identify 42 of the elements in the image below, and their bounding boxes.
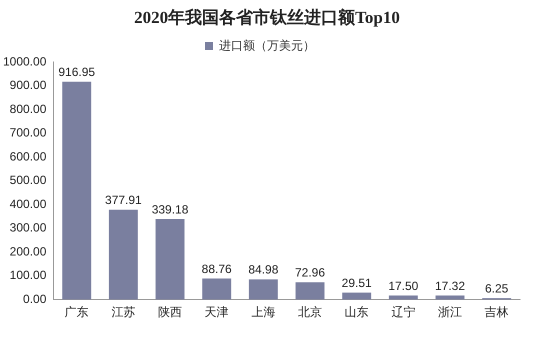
bar: [388, 295, 418, 300]
y-tick-label: 1000.00: [2, 54, 47, 68]
data-label: 17.32: [434, 278, 466, 293]
x-tick-label: 江苏: [111, 305, 136, 320]
x-tick-label: 北京: [298, 305, 322, 320]
bar: [296, 282, 324, 300]
y-tick-label: 400.00: [10, 196, 47, 211]
y-tick-label: 700.00: [10, 126, 47, 140]
legend-label: 进口额（万美元）: [219, 38, 315, 52]
x-tick-label: 浙江: [438, 305, 462, 320]
data-label: 84.98: [248, 262, 279, 277]
data-label: 17.50: [388, 278, 419, 293]
x-tick-label: 广东: [64, 305, 89, 320]
y-tick-label: 100.00: [10, 268, 47, 282]
bar: [202, 278, 232, 300]
x-tick-label: 上海: [251, 305, 276, 320]
data-label: 29.51: [342, 276, 372, 290]
data-label: 72.96: [295, 266, 326, 280]
y-tick-label: 900.00: [10, 78, 47, 92]
y-tick-label: 800.00: [10, 102, 47, 116]
bar: [436, 295, 464, 300]
y-tick-label: 0.00: [23, 292, 47, 306]
data-label: 916.95: [58, 65, 96, 80]
chart-title: 2020年我国各省市钛丝进口额Top10: [133, 7, 401, 29]
y-tick-label: 600.00: [10, 149, 47, 164]
bar: [342, 292, 372, 300]
data-label: 6.25: [484, 281, 509, 296]
bar: [156, 219, 184, 300]
y-tick-label: 300.00: [10, 220, 47, 235]
x-tick-label: 陕西: [158, 305, 182, 320]
x-tick-label: 天津: [204, 305, 229, 320]
data-label: 339.18: [152, 202, 189, 216]
y-tick-label: 500.00: [10, 173, 47, 188]
bar: [62, 82, 92, 300]
bar: [108, 210, 138, 300]
y-tick-label: 200.00: [10, 244, 47, 258]
data-label: 88.76: [202, 262, 232, 276]
data-label: 377.91: [105, 193, 142, 208]
x-tick-label: 山东: [344, 305, 369, 320]
x-tick-label: 吉林: [484, 305, 509, 320]
x-tick-label: 辽宁: [391, 305, 416, 320]
bar: [248, 279, 278, 300]
